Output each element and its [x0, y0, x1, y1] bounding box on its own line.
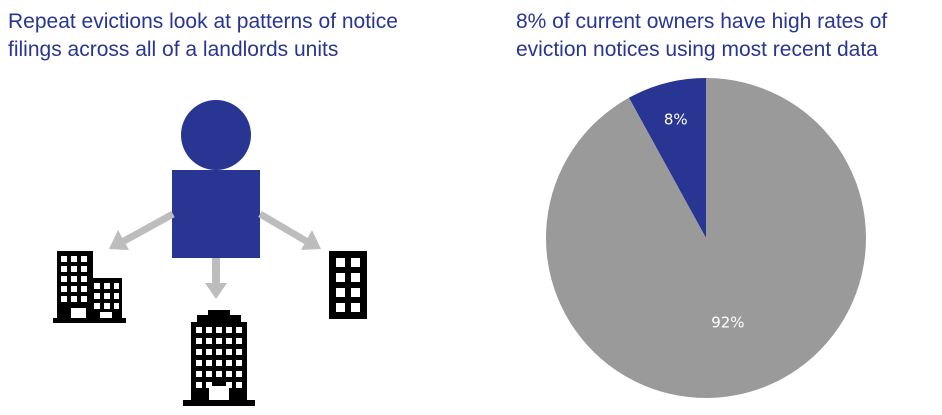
pie-slice	[628, 78, 706, 238]
building-icon	[329, 251, 367, 319]
building-icon	[183, 310, 255, 406]
pie-title-line-2: eviction notices using most recent data	[516, 38, 878, 61]
left-title-line-2: filings across all of a landlords units	[8, 38, 339, 61]
pie-slice-label: 8%	[664, 111, 688, 129]
tower-windows	[196, 327, 242, 400]
left-title-line-1: Repeat evictions look at patterns of not…	[8, 10, 398, 33]
person-body	[172, 170, 260, 258]
arrow-icon	[205, 258, 227, 299]
pie-chart: 8% 92%	[546, 78, 867, 399]
pie-title-line-1: 8% of current owners have high rates of	[516, 10, 888, 33]
arrow-icon	[109, 210, 175, 250]
pie-slice-label: 92%	[711, 314, 744, 332]
pie-chart-title: 8% of current owners have high rates of …	[516, 8, 942, 64]
person-head	[181, 100, 251, 170]
left-panel-title: Repeat evictions look at patterns of not…	[8, 8, 468, 64]
person-icon	[172, 100, 260, 258]
pie-slice	[546, 78, 867, 399]
building-icon	[53, 251, 126, 323]
arrow-icon	[258, 210, 321, 250]
